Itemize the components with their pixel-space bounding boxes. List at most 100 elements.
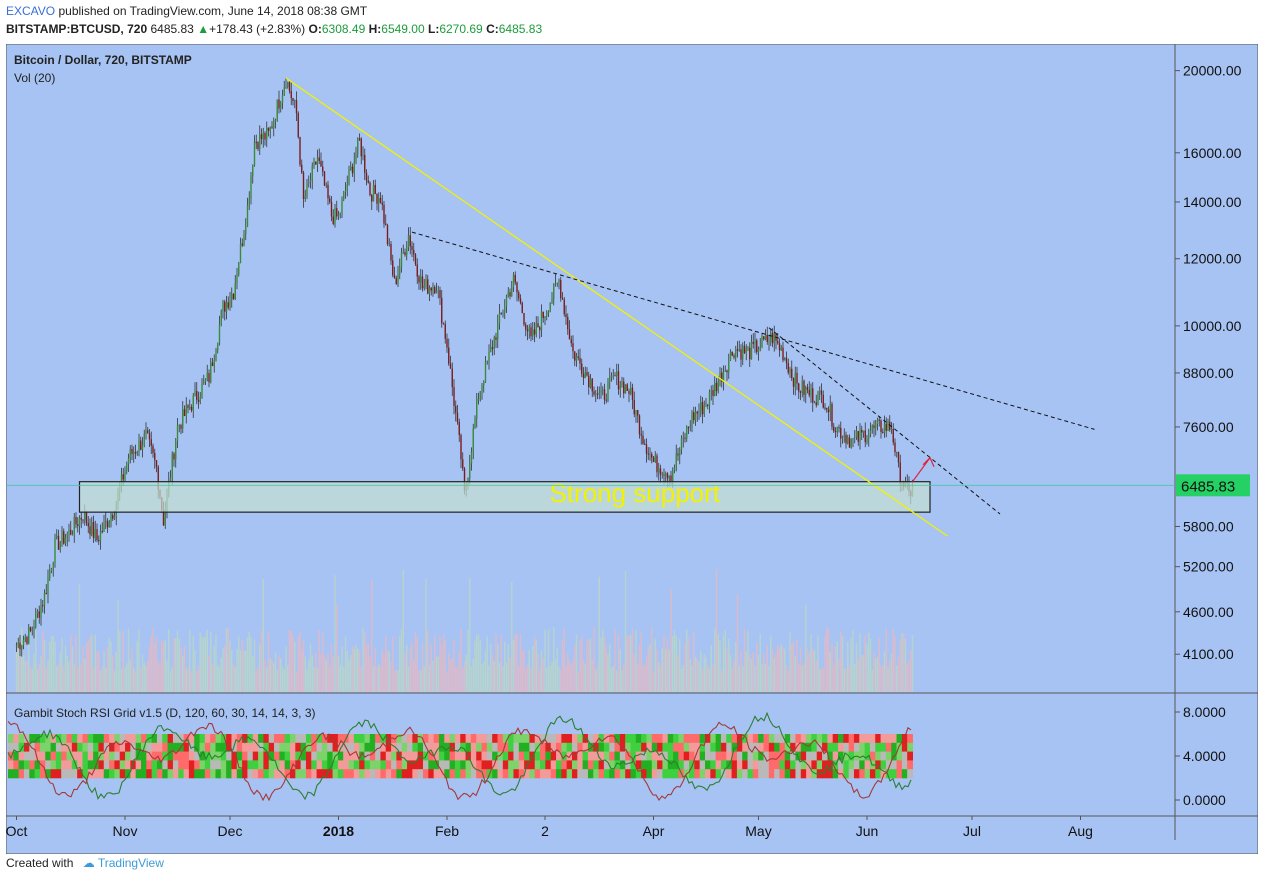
rsi-grid-cell: [742, 769, 749, 779]
rsi-grid-cell: [242, 742, 248, 752]
candle: [105, 520, 107, 523]
candle: [231, 293, 233, 301]
rsi-grid-cell: [183, 742, 190, 752]
rsi-grid-cell: [641, 734, 647, 744]
volume-bar: [782, 647, 784, 692]
volume-bar: [532, 646, 534, 692]
candle: [747, 347, 749, 349]
rsi-grid-cell: [550, 742, 557, 752]
candle: [679, 449, 681, 456]
rsi-grid-cell: [843, 769, 850, 779]
rsi-grid-cell: [758, 742, 765, 752]
candle: [145, 430, 147, 434]
rsi-grid-cell: [470, 751, 477, 761]
rsi-grid-cell: [901, 769, 908, 779]
author-link[interactable]: EXCAVO: [6, 4, 56, 18]
volume-bar: [434, 634, 436, 692]
rsi-grid-cell: [125, 769, 131, 779]
rsi-grid-cell: [859, 760, 866, 770]
volume-bar: [50, 636, 53, 692]
candle: [304, 196, 306, 200]
volume-bar: [143, 661, 145, 692]
volume-bar: [59, 652, 61, 692]
volume-bar: [87, 640, 89, 692]
arrow-head-icon: [922, 456, 935, 467]
candle: [770, 332, 772, 342]
rsi-grid-cell: [811, 769, 818, 779]
rsi-grid-cell: [704, 751, 711, 761]
rsi-grid-cell: [880, 760, 887, 770]
candle: [890, 429, 893, 431]
candle: [225, 302, 228, 312]
volume-bar: [418, 669, 420, 692]
candle: [773, 334, 775, 344]
candle: [252, 165, 254, 177]
candle: [176, 425, 179, 442]
candle: [722, 371, 725, 382]
candle: [764, 334, 767, 340]
candle: [329, 198, 331, 203]
rsi-grid-cell: [869, 751, 876, 761]
volume-bar: [890, 653, 893, 692]
rsi-grid-cell: [18, 760, 25, 770]
volume-bar: [495, 633, 497, 692]
rsi-grid-cell: [635, 760, 642, 770]
candle: [232, 293, 235, 299]
volume-bar: [887, 666, 889, 692]
price-chart[interactable]: Strong support 20000.0016000.0014000.001…: [5, 43, 1259, 855]
volume-bar: [509, 657, 511, 692]
rsi-grid-cell: [603, 751, 610, 761]
volume-bar: [129, 660, 131, 692]
volume-bar: [131, 648, 133, 692]
candle: [341, 199, 343, 214]
volume-bar: [488, 665, 490, 692]
volume-bar: [817, 635, 819, 692]
volume-bar: [409, 647, 411, 692]
candle: [654, 455, 656, 463]
candle: [379, 197, 382, 203]
rsi-grid-cell: [135, 751, 142, 761]
candle: [602, 389, 604, 391]
rsi-grid-cell: [215, 760, 222, 770]
rsi-grid-cell: [29, 742, 36, 752]
rsi-grid-cell: [518, 760, 525, 770]
candle: [182, 409, 184, 429]
trendline-3: [768, 327, 1001, 515]
volume-bar: [423, 666, 425, 692]
candle: [239, 243, 242, 264]
rsi-grid-cell: [39, 769, 46, 779]
rsi-grid-cell: [731, 751, 738, 761]
rsi-grid-cell: [274, 769, 280, 779]
volume-bar: [885, 628, 887, 692]
rsi-grid-cell: [93, 751, 99, 761]
rsi-grid-cell: [896, 734, 903, 744]
rsi-grid-cell: [513, 760, 520, 770]
rsi-grid-cell: [822, 742, 828, 752]
volume-bar: [337, 655, 340, 692]
chart-container[interactable]: Strong support 20000.00 16000.00 14000.00 1…: [5, 43, 1259, 855]
candle: [672, 470, 674, 481]
volume-bar: [246, 637, 249, 692]
candle: [743, 345, 746, 353]
volume-bar: [341, 646, 343, 692]
rsi-grid-cell: [93, 769, 99, 779]
candle: [539, 327, 541, 331]
rsi-grid-cell: [279, 751, 286, 761]
rsi-grid-cell: [476, 742, 483, 752]
rsi-grid-cell: [540, 760, 546, 770]
rsi-grid-cell: [747, 769, 754, 779]
candle: [547, 312, 550, 314]
rsi-grid-cell: [752, 760, 759, 770]
volume-bar: [661, 648, 663, 692]
tradingview-link[interactable]: TradingView: [97, 856, 164, 870]
volume-bar: [416, 637, 418, 692]
rsi-grid-cell: [635, 734, 642, 744]
candle: [365, 172, 368, 181]
volume-bar: [330, 644, 333, 692]
volume-bar: [399, 636, 401, 692]
volume-bar: [201, 637, 203, 692]
volume-bar: [199, 632, 201, 692]
volume-bar: [901, 633, 903, 692]
volume-bar: [190, 671, 193, 692]
candle: [395, 278, 397, 284]
